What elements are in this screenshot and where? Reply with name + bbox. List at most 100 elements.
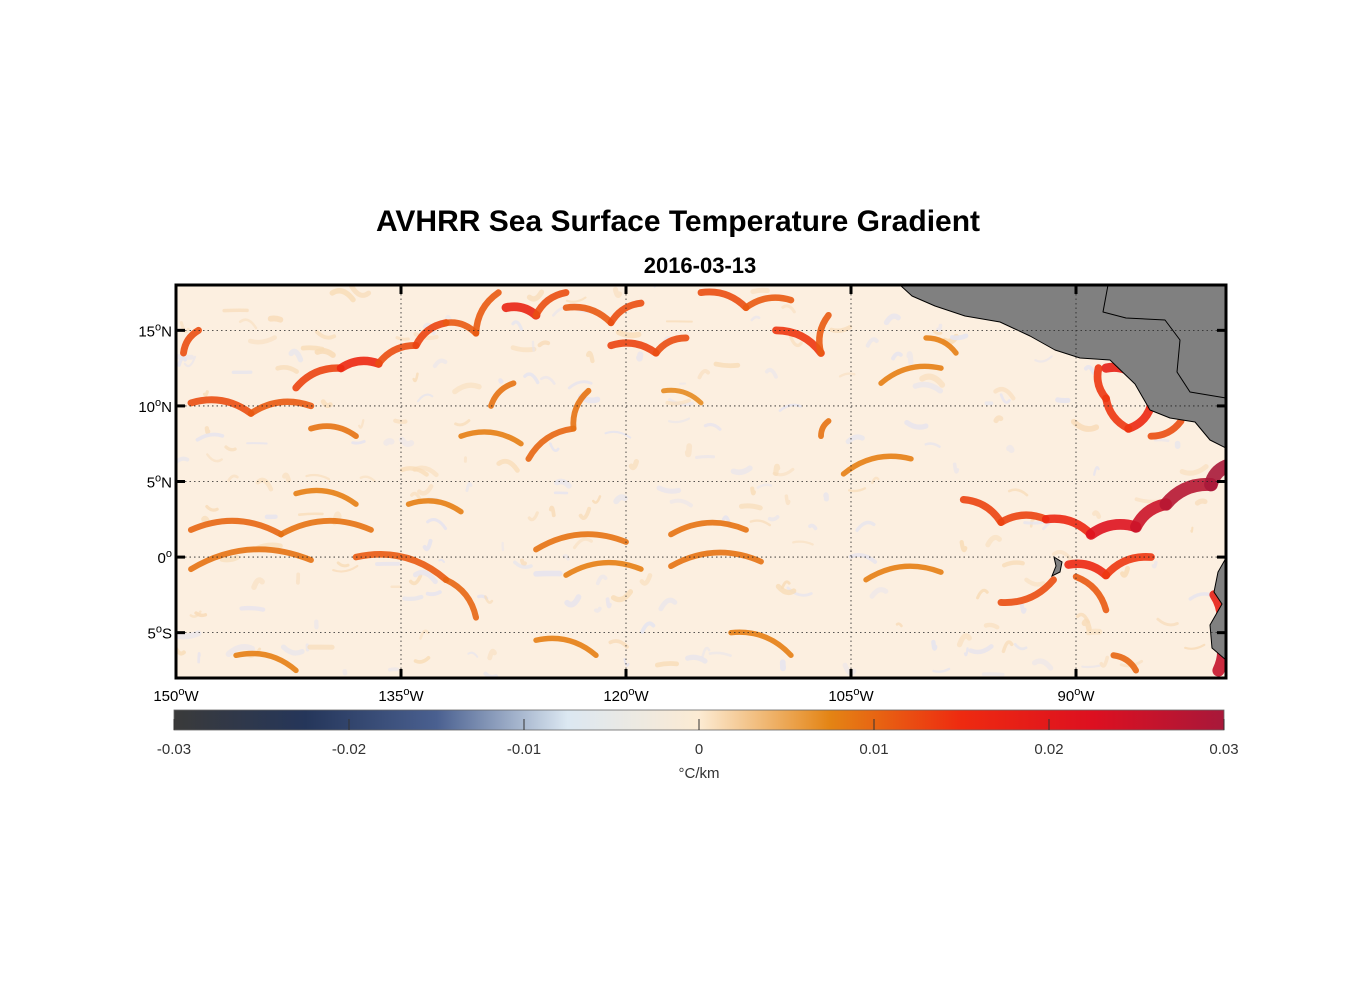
texture-swirl — [780, 580, 791, 590]
sst-front — [661, 387, 704, 406]
texture-swirl — [895, 622, 903, 628]
texture-swirl — [932, 667, 951, 673]
colorbar-unit-label: °C/km — [679, 765, 720, 782]
texture-swirl — [523, 372, 540, 385]
texture-swirl — [305, 473, 331, 481]
sst-front — [293, 487, 359, 507]
sst-front — [188, 546, 314, 573]
texture-swirl — [526, 289, 545, 302]
texture-swirl — [320, 399, 333, 409]
lat-tick-label: 0o — [158, 548, 172, 567]
lat-tick-label: 5oS — [148, 624, 172, 643]
sst-front — [1110, 652, 1140, 674]
texture-swirl — [931, 639, 938, 651]
colorbar-tick-label: 0 — [695, 741, 703, 758]
texture-swirl — [848, 487, 867, 493]
texture-swirl — [764, 368, 778, 379]
texture-swirl — [417, 484, 434, 496]
texture-swirl — [189, 610, 202, 618]
texture-swirl — [750, 486, 756, 496]
texture-swirl — [383, 438, 395, 446]
texture-swirl — [871, 476, 880, 484]
texture-swirl — [919, 373, 946, 388]
texture-swirl — [413, 331, 439, 341]
sst-front — [959, 495, 1005, 526]
texture-swirl — [282, 472, 291, 483]
texture-swirl — [608, 639, 629, 649]
lon-tick-label: 105oW — [828, 686, 874, 705]
lat-tick-label: 5oN — [147, 473, 172, 492]
sst-front — [570, 387, 592, 432]
texture-swirl — [419, 629, 430, 640]
texture-swirl — [912, 381, 944, 394]
texture-swirl — [623, 658, 630, 667]
texture-swirl — [1081, 664, 1101, 669]
land-south-america — [1209, 556, 1226, 661]
texture-swirl — [280, 644, 305, 656]
lon-tick-label: 150oW — [153, 686, 199, 705]
texture-swirl — [604, 430, 632, 439]
sst-front — [818, 418, 832, 440]
texture-swirl — [1070, 418, 1100, 432]
texture-swirl — [454, 419, 471, 427]
texture-swirl — [562, 553, 570, 561]
texture-swirl — [267, 315, 284, 323]
sst-front — [180, 326, 202, 357]
texture-swirl — [1024, 577, 1046, 587]
texture-swirl — [438, 558, 445, 563]
texture-swirl — [239, 605, 266, 612]
texture-swirl — [351, 439, 366, 445]
texture-swirl — [993, 415, 1004, 424]
texture-swirl — [1007, 488, 1029, 497]
sst-front — [533, 635, 599, 659]
texture-swirl — [511, 320, 524, 331]
texture-swirl — [665, 398, 691, 406]
texture-swirl — [1190, 526, 1194, 533]
texture-swirl — [1153, 438, 1170, 443]
sst-front — [458, 429, 524, 447]
map-subtitle: 2016-03-13 — [643, 253, 757, 278]
texture-swirl — [358, 419, 365, 429]
texture-swirl — [1092, 510, 1102, 519]
texture-swirl — [993, 386, 1016, 401]
sst-front — [668, 519, 749, 538]
texture-swirl — [845, 434, 865, 445]
texture-swirl — [695, 454, 716, 460]
texture-swirl — [247, 335, 277, 345]
texture-swirl — [176, 354, 194, 360]
lon-tick-label: 120oW — [603, 686, 649, 705]
texture-swirl — [713, 361, 741, 369]
lat-tick-label: 10oN — [138, 397, 172, 416]
sst-front — [1072, 573, 1110, 614]
texture-swirl — [968, 644, 994, 655]
texture-swirl — [767, 515, 780, 522]
sst-front — [247, 398, 315, 417]
texture-swirl — [467, 651, 479, 658]
texture-swirl — [564, 594, 582, 608]
texture-swirl — [883, 313, 901, 326]
sst-front — [607, 339, 660, 357]
texture-swirl — [1156, 617, 1179, 627]
sst-front — [375, 342, 420, 368]
texture-swirl — [349, 285, 372, 298]
sst-front — [472, 289, 502, 337]
texture-swirl — [1075, 612, 1090, 624]
sst-front — [532, 289, 570, 319]
texture-swirl — [976, 588, 989, 600]
land-central-america — [899, 285, 1226, 449]
texture-swirl — [612, 286, 623, 298]
texture-swirl — [510, 345, 537, 353]
texture-swirl — [527, 511, 539, 522]
texture-swirl — [412, 372, 419, 383]
texture-swirl — [904, 419, 929, 430]
texture-swirl — [332, 564, 359, 573]
texture-swirl — [416, 393, 434, 403]
texture-swirl — [197, 652, 201, 664]
texture-swirl — [593, 606, 602, 613]
texture-swirl — [823, 492, 829, 502]
sst-front — [816, 311, 832, 357]
texture-swirl — [750, 287, 770, 295]
texture-swirl — [808, 523, 818, 531]
texture-swirl — [838, 372, 856, 378]
latitude-labels: 15oN 10oN 5oN 0o 5oS — [138, 321, 172, 642]
